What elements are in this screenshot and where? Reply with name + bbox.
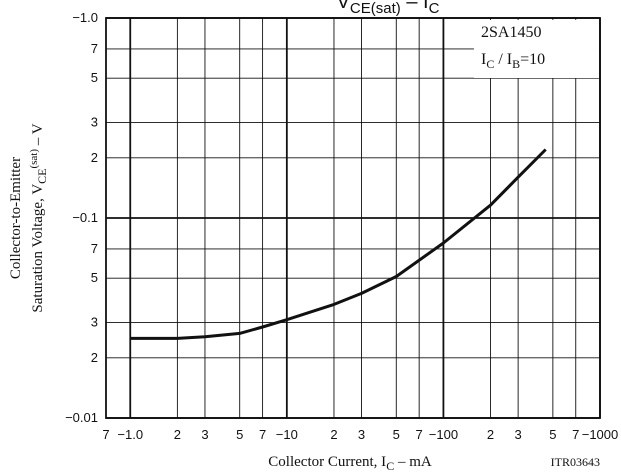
y-tick-label: 2 [91,150,98,165]
x-tick-label: 7 [259,427,266,442]
y-tick-label: −0.1 [72,210,98,225]
y-label-sup: (sat) [28,149,40,169]
title-sub: (sat) [371,0,401,17]
x-tick-label: 5 [549,427,556,442]
x-tick-label: −100 [429,427,458,442]
part-number: 2SA1450 [481,24,541,41]
condition-part: I [481,51,486,68]
condition-sub: B [512,57,520,71]
y-tick-label: 7 [91,241,98,256]
x-label-sub: C [386,459,394,473]
y-label-part: – V [30,123,46,149]
x-tick-label: 5 [236,427,243,442]
title-sub: CE [350,0,371,17]
x-tick-label: 5 [393,427,400,442]
x-tick-label: 7 [572,427,579,442]
x-tick-label: 3 [515,427,522,442]
x-label-part: – mA [394,454,432,470]
y-tick-label: 3 [91,315,98,330]
condition: IC / IB=10 [481,51,545,71]
x-tick-label: −10 [276,427,298,442]
y-label-sub: CE [35,169,49,184]
y-tick-label: 5 [91,270,98,285]
x-tick-label: 7 [416,427,423,442]
x-label-part: Collector Current, I [268,454,386,470]
x-tick-label: 2 [487,427,494,442]
y-label-line1: Collector-to-Emitter [8,157,24,279]
condition-sub: C [486,57,494,71]
y-tick-label: −0.01 [65,410,98,425]
title-part: V [337,0,351,13]
title-sub: C [429,0,440,17]
plot-frame [105,17,601,419]
y-tick-label: −1.0 [72,10,98,25]
figure-code: ITR03643 [551,455,600,469]
y-label-part: Saturation Voltage, V [30,184,46,313]
y-tick-label: 5 [91,70,98,85]
condition-part: =10 [520,51,545,68]
y-tick-label: 3 [91,115,98,130]
y-label-line2: Saturation Voltage, VCE(sat) – V [28,123,49,312]
y-tick-label: 2 [91,350,98,365]
x-label: Collector Current, IC – mA [268,454,432,473]
x-tick-label: 3 [358,427,365,442]
x-tick-label: 3 [201,427,208,442]
x-tick-label: 2 [330,427,337,442]
annotation-box [474,20,599,78]
x-tick-label: 2 [174,427,181,442]
title-part: – I [401,0,429,13]
chart-title: VCE(sat) – IC [337,0,440,17]
x-tick-label: 7 [102,427,109,442]
y-tick-label: 7 [91,41,98,56]
x-tick-label: −1000 [582,427,619,442]
curve [130,148,547,340]
condition-part: / I [494,51,512,68]
x-tick-label: −1.0 [117,427,143,442]
